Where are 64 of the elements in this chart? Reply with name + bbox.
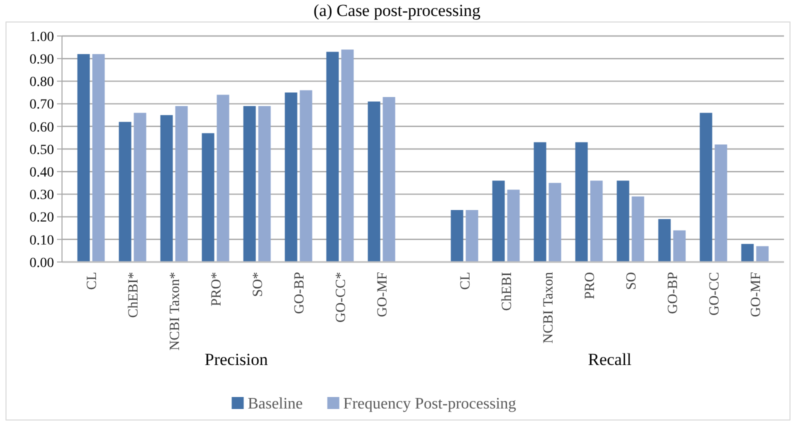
y-tick-label: 1.00 (30, 30, 54, 45)
y-tick-label: 0.90 (30, 52, 54, 68)
y-tick-label: 0.20 (30, 210, 54, 226)
bar (175, 106, 188, 262)
bar (77, 54, 90, 262)
bar (118, 122, 132, 262)
legend-label: Frequency Post-processing (343, 396, 516, 413)
x-tick-label: CL (458, 272, 474, 290)
x-tick-label: ChEBI* (126, 272, 142, 318)
bar (658, 219, 671, 262)
text: Precision (204, 350, 268, 369)
x-tick-label: CL (84, 272, 100, 290)
bar (284, 92, 298, 262)
bar (92, 54, 105, 262)
y-tick-label: 0.80 (30, 75, 54, 90)
y-tick-label: 0.30 (30, 188, 54, 204)
text: Recall (588, 350, 632, 369)
bar (368, 102, 380, 262)
x-tick-label: SO (624, 272, 640, 290)
y-tick-label: 0.70 (30, 98, 54, 113)
bar (616, 180, 630, 262)
bar (741, 244, 754, 262)
bar (632, 196, 644, 262)
bar (590, 180, 603, 262)
chart-title: (a) Case post-processing (313, 1, 482, 20)
y-tick-label: 0.10 (30, 233, 54, 248)
bar (673, 230, 686, 262)
x-tick-label: PRO (582, 272, 598, 300)
bar (714, 144, 728, 262)
legend-label: Baseline (248, 396, 303, 413)
bar (548, 182, 562, 262)
x-tick-label: GO-MF (748, 272, 764, 318)
bar (492, 180, 505, 262)
x-tick-label: ChEBI (500, 272, 515, 311)
bar (507, 190, 520, 262)
y-tick-label: 0.00 (30, 256, 54, 271)
bar (202, 133, 214, 262)
bar (300, 90, 312, 262)
x-tick-label: NCBI Taxon (541, 272, 556, 344)
bar (756, 246, 769, 262)
bar (160, 115, 173, 262)
bar (700, 112, 712, 262)
bar (243, 106, 256, 262)
bar (341, 50, 354, 262)
x-tick-label: NCBI Taxon* (168, 272, 183, 350)
bar (326, 52, 339, 262)
bar (134, 112, 146, 262)
bar (382, 97, 396, 262)
bar (534, 142, 546, 262)
bar (258, 106, 271, 262)
bar (216, 94, 230, 262)
bar (575, 142, 588, 262)
x-tick-label: GO-MF (375, 272, 390, 318)
x-tick-label: GO-BP (292, 272, 308, 314)
y-tick-label: 0.60 (30, 120, 54, 136)
x-tick-label: GO-CC (707, 272, 722, 316)
bar (466, 210, 478, 262)
x-tick-label: SO* (250, 272, 266, 297)
bar (450, 210, 464, 262)
x-tick-label: GO-CC* (334, 272, 349, 323)
x-tick-label: GO-BP (666, 272, 681, 314)
y-tick-label: 0.50 (30, 142, 54, 158)
y-tick-label: 0.40 (30, 166, 54, 180)
x-tick-label: PRO* (209, 272, 224, 306)
